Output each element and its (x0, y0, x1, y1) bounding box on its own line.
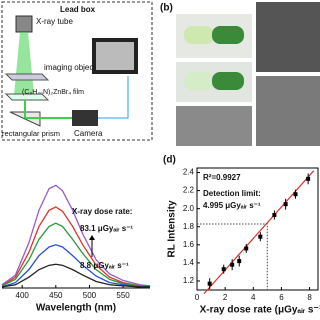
annotation: 83.1 μGyₐᵢᵣ s⁻¹ (80, 224, 133, 233)
x-tick-label: 2 (223, 293, 228, 302)
x-axis-label: Wavelength (nm) (36, 303, 116, 314)
point (283, 202, 288, 207)
capsule (184, 72, 214, 90)
point (230, 262, 235, 267)
spectrum (1, 244, 150, 288)
capsule (184, 26, 214, 44)
photo (176, 106, 252, 146)
label: (C₈H₂₀N)₂ZnBr₄ film (22, 89, 84, 96)
y-tick-label: 1.6 (183, 240, 195, 249)
photo (256, 76, 320, 146)
point (244, 246, 249, 251)
photo (256, 2, 320, 72)
panel-a-title: Lead box (60, 5, 96, 14)
plot-frame (196, 167, 319, 291)
x-tick-label: 500 (83, 291, 97, 300)
point (258, 234, 263, 239)
y-tick-label: 1.4 (183, 258, 195, 267)
annotation: 4.995 μGyₐᵢᵣ s⁻¹ (203, 201, 261, 210)
spectrum (1, 263, 150, 288)
annotation: 8.8 μGyₐᵢᵣ s⁻¹ (80, 261, 129, 270)
annotation: X-ray dose rate: (72, 207, 132, 216)
x-tick-label: 0 (195, 293, 200, 302)
spectrum (1, 206, 150, 287)
arrow-head (89, 235, 95, 240)
annotation: R²=0.9927 (203, 173, 241, 182)
xray-tube (15, 15, 33, 33)
label: Camera (74, 129, 103, 138)
x-tick-label: 4 (251, 293, 256, 302)
y-axis-label: RL Intensity (167, 200, 178, 257)
point (306, 176, 311, 181)
capsule (212, 72, 244, 90)
panel-label: (d) (163, 155, 176, 166)
point (237, 259, 242, 264)
capsule (212, 26, 244, 44)
cable (98, 76, 129, 119)
x-tick-label: 400 (16, 291, 30, 300)
label: rectangular prism (2, 129, 60, 138)
label: X-ray tube (36, 17, 73, 26)
y-tick-label: 1.8 (183, 222, 195, 231)
spectrum (1, 184, 151, 287)
y-tick-label: 2.2 (183, 186, 195, 195)
annotation: Detection limit: (203, 189, 261, 198)
x-tick-label: 550 (116, 291, 130, 300)
y-tick-label: 1.2 (183, 276, 195, 285)
point (207, 281, 212, 286)
x-tick-label: 6 (279, 293, 284, 302)
camera (72, 110, 98, 126)
film (4, 93, 50, 101)
y-tick-label: 2.4 (183, 168, 195, 177)
detection-guide (197, 223, 268, 290)
x-tick-label: 450 (49, 291, 63, 300)
point (221, 267, 226, 272)
spectrum (1, 222, 151, 288)
point (272, 212, 277, 217)
panel-label: (b) (160, 3, 173, 14)
x-axis-label: X-ray dose rate (μGyₐᵢᵣ s⁻¹) (200, 305, 320, 316)
screen (96, 42, 134, 70)
label: imaging objects (44, 63, 100, 72)
point (293, 192, 298, 197)
objects (4, 73, 50, 81)
x-tick-label: 8 (307, 293, 312, 302)
y-tick-label: 2.0 (183, 204, 195, 213)
